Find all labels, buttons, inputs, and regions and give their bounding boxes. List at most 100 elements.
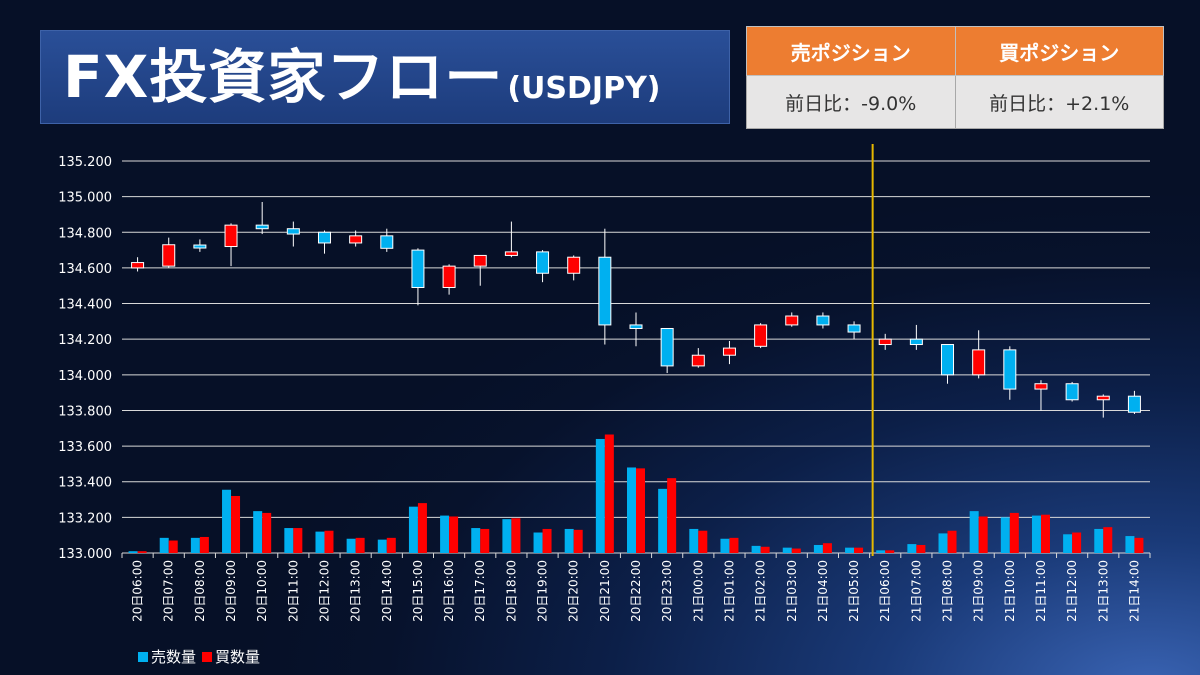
buy-volume-bar	[947, 530, 957, 553]
sell-volume-bar	[222, 489, 232, 553]
buy-volume-bar	[1103, 527, 1113, 553]
x-tick-label: 21日14:00	[1127, 560, 1141, 622]
x-tick-label: 20日18:00	[504, 560, 518, 622]
page-title: FX投資家フロー	[63, 43, 504, 111]
buy-volume-bar	[822, 543, 832, 553]
x-tick-label: 20日12:00	[317, 560, 331, 622]
candle-body	[878, 338, 892, 346]
sell-volume-bar	[658, 488, 668, 553]
candle-body	[629, 324, 643, 329]
x-tick-label: 21日10:00	[1003, 560, 1017, 622]
candle-body	[972, 349, 986, 376]
buy-volume-bar	[168, 540, 178, 553]
sell-volume-bar	[377, 539, 387, 553]
sell-volume-bar	[845, 547, 855, 553]
y-tick-label: 134.000	[58, 369, 112, 384]
candle-body	[1065, 383, 1079, 401]
sell-position-header: 売ポジション	[746, 26, 956, 76]
x-tick-label: 20日17:00	[473, 560, 487, 622]
candle-body	[598, 256, 612, 326]
x-tick-label: 21日03:00	[785, 560, 799, 622]
sell-volume-bar	[284, 528, 294, 553]
x-tick-label: 21日12:00	[1065, 560, 1079, 622]
x-tick-label: 20日08:00	[193, 560, 207, 622]
buy-volume-bar	[729, 537, 739, 553]
y-tick-label: 133.400	[58, 476, 112, 491]
candle-body	[380, 235, 394, 249]
candle-body	[286, 228, 300, 235]
x-tick-label: 21日06:00	[878, 560, 892, 622]
candle-body	[567, 256, 581, 274]
sell-volume-bar	[315, 531, 325, 553]
sell-volume-bar	[782, 547, 792, 553]
buy-volume-bar	[885, 550, 895, 553]
sell-volume-bar	[1063, 534, 1073, 553]
x-tick-label: 21日11:00	[1034, 560, 1048, 622]
y-tick-label: 133.800	[58, 404, 112, 419]
buy-volume-bar	[760, 546, 770, 553]
y-tick-label: 133.600	[58, 440, 112, 455]
x-tick-label: 21日09:00	[972, 560, 986, 622]
buy-position-change: 前日比：+2.1%	[954, 75, 1164, 129]
buy-volume-bar	[542, 528, 552, 553]
y-tick-label: 133.000	[58, 547, 112, 562]
candle-body	[1127, 395, 1141, 413]
buy-volume-bar	[1072, 532, 1082, 553]
sell-volume-bar	[627, 467, 636, 553]
x-tick-label: 20日20:00	[567, 560, 581, 622]
buy-volume-bar	[573, 529, 583, 553]
sell-volume-bar	[190, 537, 200, 553]
y-tick-label: 134.400	[58, 298, 112, 313]
candle-body	[411, 249, 425, 289]
buy-volume-bar	[199, 536, 209, 553]
legend-swatch-sell	[138, 651, 148, 662]
candle-body	[722, 347, 736, 356]
candle-body	[660, 327, 674, 367]
sell-volume-bar	[159, 537, 169, 553]
candle-body	[162, 244, 176, 267]
x-tick-label: 21日05:00	[847, 560, 861, 622]
x-tick-label: 20日11:00	[286, 560, 300, 622]
buy-volume-bar	[604, 434, 614, 553]
buy-volume-bar	[916, 544, 926, 553]
legend-swatch-buy	[202, 651, 213, 662]
sell-volume-bar	[502, 519, 512, 553]
candle-body	[349, 235, 363, 244]
buy-volume-bar	[1134, 537, 1144, 553]
buy-volume-bar	[1040, 514, 1050, 553]
buy-volume-bar	[667, 478, 677, 553]
candle-body	[785, 315, 799, 326]
candle-body	[224, 224, 238, 248]
candle-body	[473, 254, 487, 267]
buy-volume-bar	[355, 537, 365, 553]
legend-label-buy: 買数量	[215, 648, 261, 666]
y-tick-label: 135.200	[58, 155, 112, 170]
x-tick-label: 20日15:00	[411, 560, 425, 622]
sell-volume-bar	[408, 506, 418, 553]
title-banner: FX投資家フロー (USDJPY)	[40, 30, 730, 124]
sell-volume-bar	[907, 544, 917, 553]
candle-body	[1096, 395, 1110, 401]
candle-body	[317, 231, 331, 244]
x-tick-label: 20日09:00	[224, 560, 238, 622]
sell-volume-bar	[440, 515, 450, 553]
candle-body	[442, 265, 456, 289]
x-tick-label: 20日07:00	[162, 560, 176, 622]
y-tick-label: 134.600	[58, 262, 112, 277]
x-tick-label: 21日07:00	[909, 560, 923, 622]
buy-volume-bar	[293, 528, 303, 553]
legend-label-sell: 売数量	[151, 648, 197, 666]
buy-volume-bar	[1009, 512, 1019, 553]
y-tick-label: 134.200	[58, 333, 112, 348]
x-tick-label: 20日19:00	[536, 560, 550, 622]
buy-volume-bar	[511, 518, 521, 553]
x-tick-label: 21日04:00	[816, 560, 830, 622]
sell-volume-bar	[969, 511, 979, 553]
x-tick-label: 21日02:00	[754, 560, 768, 622]
x-tick-label: 21日01:00	[722, 560, 736, 622]
buy-volume-bar	[386, 537, 396, 553]
chart-legend: 売数量 買数量	[138, 646, 266, 667]
candle-body	[193, 244, 207, 249]
candle-body	[816, 315, 830, 326]
